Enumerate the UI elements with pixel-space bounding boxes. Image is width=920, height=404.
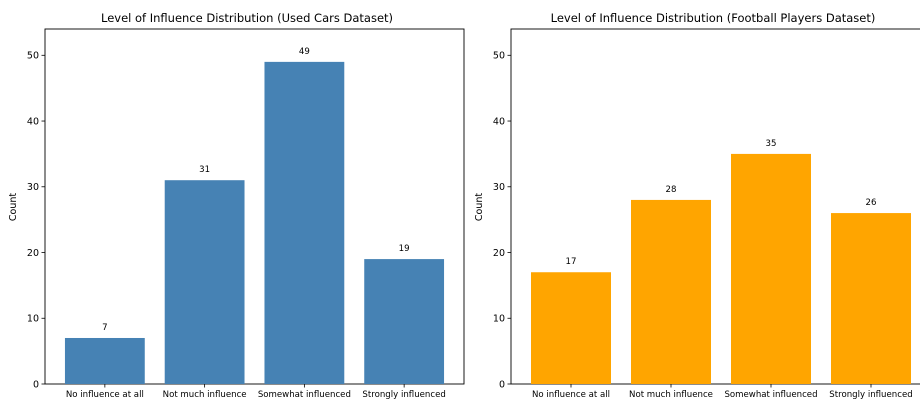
used-cars-bar-value-label: 7 xyxy=(102,323,107,333)
football-players-bar-value-label: 17 xyxy=(566,257,577,267)
used-cars-bar-value-label: 49 xyxy=(299,47,310,57)
football-players-bar-strongly-influenced xyxy=(831,213,911,384)
used-cars-y-tick-label: 30 xyxy=(27,182,39,193)
used-cars-bar-no-influence-at-all xyxy=(64,337,145,384)
used-cars-y-axis-label: Count xyxy=(8,193,19,221)
used-cars-chart-title: Level of Influence Distribution (Used Ca… xyxy=(101,11,393,25)
football-players-bar-value-label: 26 xyxy=(866,198,877,208)
football-players-chart: Level of Influence Distribution (Footbal… xyxy=(474,11,920,400)
football-players-y-axis-label: Count xyxy=(474,193,485,221)
used-cars-y-tick-label: 40 xyxy=(27,116,39,127)
football-players-bar-value-label: 35 xyxy=(766,139,777,149)
used-cars-x-tick-label: Strongly influenced xyxy=(362,390,445,400)
football-players-x-tick-label: No influence at all xyxy=(532,390,610,400)
football-players-y-axis: 0 10 20 30 40 50 xyxy=(493,51,511,390)
football-players-y-tick-label: 30 xyxy=(493,182,505,193)
football-players-bar-somewhat-influenced xyxy=(731,153,811,384)
football-players-bar-value-label: 28 xyxy=(666,185,677,195)
used-cars-y-tick-label: 50 xyxy=(27,51,39,62)
football-players-x-axis: No influence at all Not much influence Som… xyxy=(532,384,913,400)
football-players-bar-no-influence-at-all xyxy=(531,272,611,384)
football-players-x-tick-label: Strongly influenced xyxy=(829,390,912,400)
used-cars-y-tick-label: 20 xyxy=(27,248,39,259)
used-cars-bar-value-label: 31 xyxy=(199,165,210,175)
football-players-y-tick-label: 10 xyxy=(493,314,505,325)
football-players-y-tick-label: 50 xyxy=(493,51,505,62)
used-cars-y-tick-label: 0 xyxy=(33,379,39,390)
football-players-bars: 17 28 35 26 xyxy=(531,139,911,384)
used-cars-bar-somewhat-influenced xyxy=(264,61,345,385)
used-cars-bar-value-label: 19 xyxy=(399,244,410,254)
used-cars-y-axis: 0 10 20 30 40 50 xyxy=(27,51,45,390)
used-cars-bars: 7 31 49 19 xyxy=(64,47,445,385)
football-players-x-tick-label: Somewhat influenced xyxy=(724,390,817,400)
used-cars-x-tick-label: No influence at all xyxy=(66,390,144,400)
used-cars-plot-frame xyxy=(44,28,465,385)
football-players-x-tick-label: Not much influence xyxy=(629,390,713,400)
used-cars-y-tick-label: 10 xyxy=(27,314,39,325)
football-players-bar-not-much-influence xyxy=(631,199,711,384)
football-players-y-tick-label: 0 xyxy=(499,379,505,390)
used-cars-x-axis: No influence at all Not much influence Som… xyxy=(66,384,446,400)
used-cars-bar-not-much-influence xyxy=(164,180,245,384)
football-players-y-tick-label: 20 xyxy=(493,248,505,259)
football-players-chart-title: Level of Influence Distribution (Footbal… xyxy=(551,11,876,25)
football-players-plot-frame xyxy=(510,28,920,385)
used-cars-x-tick-label: Not much influence xyxy=(163,390,247,400)
used-cars-x-tick-label: Somewhat influenced xyxy=(258,390,351,400)
football-players-y-tick-label: 40 xyxy=(493,116,505,127)
used-cars-bar-strongly-influenced xyxy=(364,259,445,384)
used-cars-chart: Level of Influence Distribution (Used Ca… xyxy=(8,11,465,400)
